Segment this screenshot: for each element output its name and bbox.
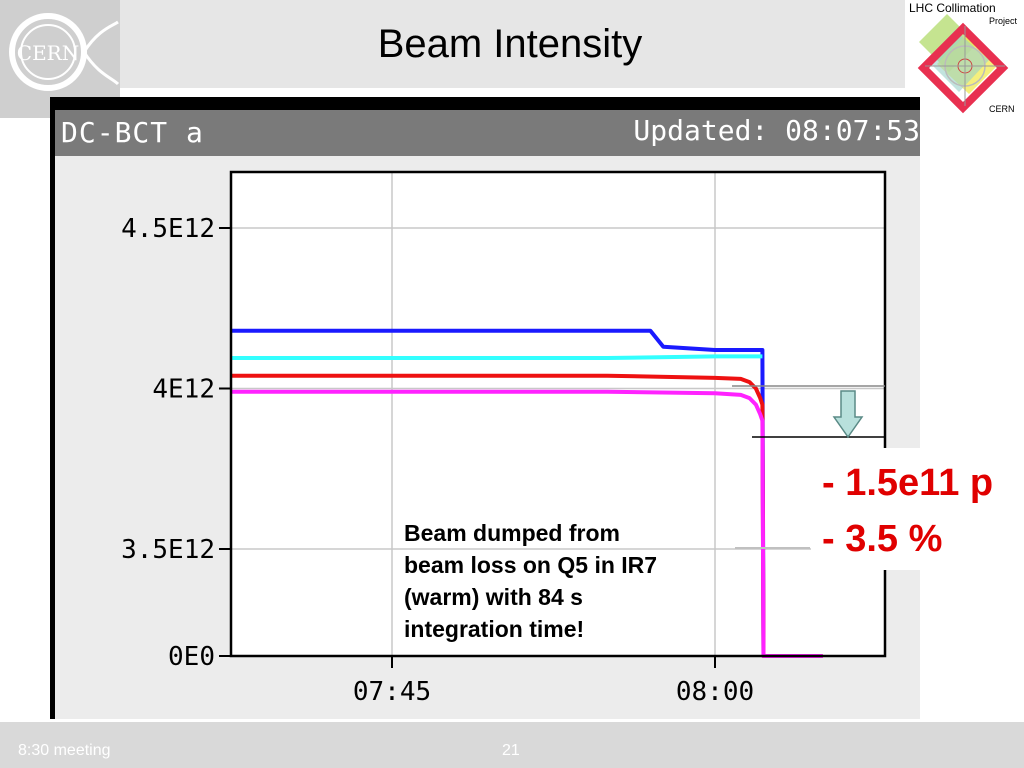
loss-percent: - 3.5 %: [822, 518, 943, 560]
title-band: [0, 0, 905, 88]
y-tick-label-3: 4.5E12: [121, 214, 215, 244]
series-line-3: [230, 389, 823, 658]
screen-header: DC-BCT a Updated: 08:07:53: [55, 110, 920, 156]
plot-border: [229, 170, 887, 658]
y-tick-label-1: 3.5E12: [121, 535, 215, 565]
y-tick-label-2: 4E12: [152, 375, 215, 405]
logo-subtitle: Project: [989, 16, 1018, 26]
footer-page-number: 21: [502, 742, 520, 759]
loss-protons: - 1.5e11 p: [822, 462, 994, 504]
logo-title: LHC Collimation: [909, 1, 996, 15]
screen-header-timestamp: Updated: 08:07:53: [633, 114, 920, 147]
cern-logo: CERN: [0, 0, 120, 118]
logo-org: CERN: [989, 104, 1015, 114]
slide-title: Beam Intensity: [377, 22, 643, 66]
note-line-1: Beam dumped from: [404, 520, 620, 546]
lhc-collimation-logo: LHC Collimation Project CERN: [907, 0, 1024, 118]
slide-footer: 8:30 meeting 21: [0, 722, 1024, 768]
x-tick-label-0: 07:45: [353, 677, 431, 707]
screen-header-left: DC-BCT a: [61, 116, 204, 149]
footer-meeting: 8:30 meeting: [18, 742, 111, 759]
note-line-4: integration time!: [404, 616, 585, 642]
drop-arrow-icon: [832, 390, 864, 439]
dump-note: Beam dumped from beam loss on Q5 in IR7 …: [404, 517, 734, 645]
y-tick-label-0: 0E0: [168, 642, 215, 672]
loss-callout: - 1.5e11 p - 3.5 %: [811, 448, 1024, 570]
note-line-3: (warm) with 84 s: [404, 584, 583, 610]
x-tick-label-1: 08:00: [676, 677, 754, 707]
note-line-2: beam loss on Q5 in IR7: [404, 552, 658, 578]
plot-area: [231, 172, 885, 656]
cern-logo-text: CERN: [17, 41, 79, 65]
series-line-1: [230, 354, 763, 360]
